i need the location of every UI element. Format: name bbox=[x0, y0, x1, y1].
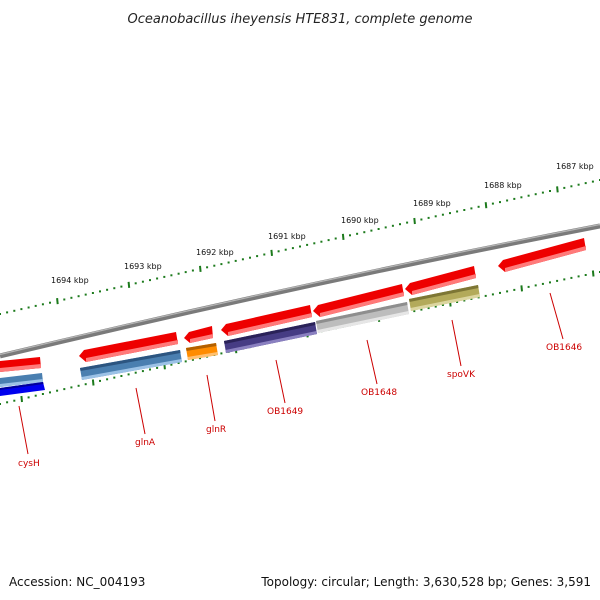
gene-arrow-cysh[interactable] bbox=[0, 357, 41, 372]
leader-line-cysh bbox=[18, 405, 29, 455]
kbp-label-1692: 1692 kbp bbox=[196, 248, 234, 257]
gene-arrow-spovk[interactable] bbox=[405, 266, 476, 295]
outer-tick-major bbox=[413, 217, 416, 225]
outer-tick-major bbox=[484, 202, 488, 209]
genome-backbone bbox=[0, 223, 600, 359]
gene-label-ob1646: OB1646 bbox=[546, 343, 582, 353]
accession-text: Accession: NC_004193 bbox=[9, 575, 145, 589]
cds-bar-ob1649[interactable] bbox=[224, 322, 317, 353]
cds-bar-ob1648[interactable] bbox=[316, 302, 409, 333]
leader-line-glnr bbox=[206, 374, 216, 422]
cds-bar-glna[interactable] bbox=[80, 350, 182, 380]
outer-tick-major bbox=[341, 233, 345, 240]
gene-label-glna: glnA bbox=[135, 438, 156, 448]
gene-label-cysh: cysH bbox=[18, 459, 40, 469]
inner-tick-major bbox=[20, 395, 23, 403]
gene-label-ob1649: OB1649 bbox=[267, 407, 303, 417]
kbp-label-1694: 1694 kbp bbox=[51, 276, 89, 285]
kbp-label-1690: 1690 kbp bbox=[341, 216, 379, 225]
outer-tick-major bbox=[199, 265, 202, 272]
outer-tick-row bbox=[0, 179, 600, 315]
kbp-label-1689: 1689 kbp bbox=[413, 199, 451, 208]
outer-tick-major bbox=[556, 186, 559, 193]
gene-label-spovk: spoVK bbox=[447, 370, 476, 380]
cds-bar-spovk[interactable] bbox=[409, 285, 480, 311]
outer-tick-major bbox=[127, 281, 131, 288]
gene-label-glnr: glnR bbox=[206, 425, 226, 435]
cds-bar-glnr[interactable] bbox=[186, 343, 218, 360]
gene-arrow-ob1646[interactable] bbox=[498, 238, 586, 272]
inner-tick-major bbox=[91, 379, 95, 386]
leader-line-ob1646 bbox=[549, 292, 564, 340]
outer-tick-major bbox=[270, 249, 273, 256]
gene-arrow-ob1648[interactable] bbox=[313, 284, 404, 317]
kbp-label-1688: 1688 kbp bbox=[484, 181, 522, 190]
gene-arrow-glnr[interactable] bbox=[184, 326, 213, 343]
outer-tick-major bbox=[56, 298, 59, 305]
leader-line-spovk bbox=[451, 319, 462, 367]
leader-line-ob1648 bbox=[366, 339, 378, 385]
topology-text: Topology: circular; Length: 3,630,528 bp… bbox=[260, 575, 591, 589]
leader-line-ob1649 bbox=[275, 359, 286, 404]
map-title: Oceanobacillus iheyensis HTE831, complet… bbox=[128, 12, 473, 27]
kbp-label-1691: 1691 kbp bbox=[268, 232, 306, 241]
leader-line-glna bbox=[135, 387, 146, 435]
inner-tick-major bbox=[591, 270, 595, 277]
inner-tick-row bbox=[0, 270, 600, 405]
kbp-label-1693: 1693 kbp bbox=[124, 262, 162, 271]
gene-label-ob1648: OB1648 bbox=[361, 388, 397, 398]
gene-arrow-ob1649[interactable] bbox=[221, 305, 312, 336]
cds-bar-cysh[interactable] bbox=[0, 382, 45, 396]
inner-tick-major bbox=[520, 285, 523, 292]
genome-backbone-highlight bbox=[0, 223, 600, 356]
cds-bar-cysh-steel[interactable] bbox=[0, 373, 43, 387]
kbp-label-1687: 1687 kbp bbox=[556, 162, 594, 171]
gene-arrow-glna[interactable] bbox=[79, 332, 178, 362]
